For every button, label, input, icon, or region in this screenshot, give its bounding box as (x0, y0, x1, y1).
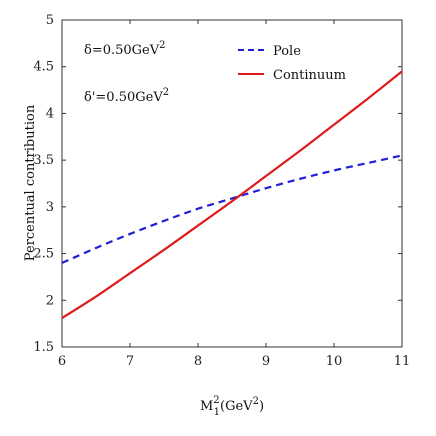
y-tick-label: 1.5 (33, 340, 54, 355)
series-layer (61, 70, 403, 319)
annotation-delta-prime: δ'=0.50GeV2 (84, 87, 169, 105)
y-tick-label: 4.5 (33, 60, 54, 75)
annotation-delta: δ=0.50GeV2 (84, 40, 166, 58)
x-tick-label: 8 (194, 354, 202, 369)
plot-area (61, 19, 403, 348)
x-tick-label: 9 (262, 354, 270, 369)
series-line-continuum (61, 70, 403, 319)
x-axis-label: M2 1(GeV2) (200, 395, 264, 418)
legend-continuum-label: Continuum (273, 68, 346, 83)
y-axis-ticks: 1.5 2 2.5 3 3.5 4 4.5 5 (33, 13, 402, 355)
y-tick-label: 3 (46, 200, 54, 215)
y-tick-label: 4 (46, 106, 54, 121)
x-tick-label: 10 (326, 354, 343, 369)
y-axis-label: Percentual contribution (23, 104, 38, 261)
y-tick-label: 2.5 (33, 247, 54, 262)
x-tick-label: 6 (58, 354, 66, 369)
legend-pole-label: Pole (273, 44, 301, 59)
y-tick-label: 2 (46, 293, 54, 308)
x-tick-label: 11 (394, 354, 411, 369)
y-tick-label: 5 (46, 13, 54, 28)
x-axis-ticks: 6 7 8 9 10 11 (58, 20, 410, 369)
legend: Pole Continuum (238, 44, 346, 83)
y-tick-label: 3.5 (33, 153, 54, 168)
x-tick-label: 7 (126, 354, 134, 369)
series-line-pole (61, 154, 403, 264)
